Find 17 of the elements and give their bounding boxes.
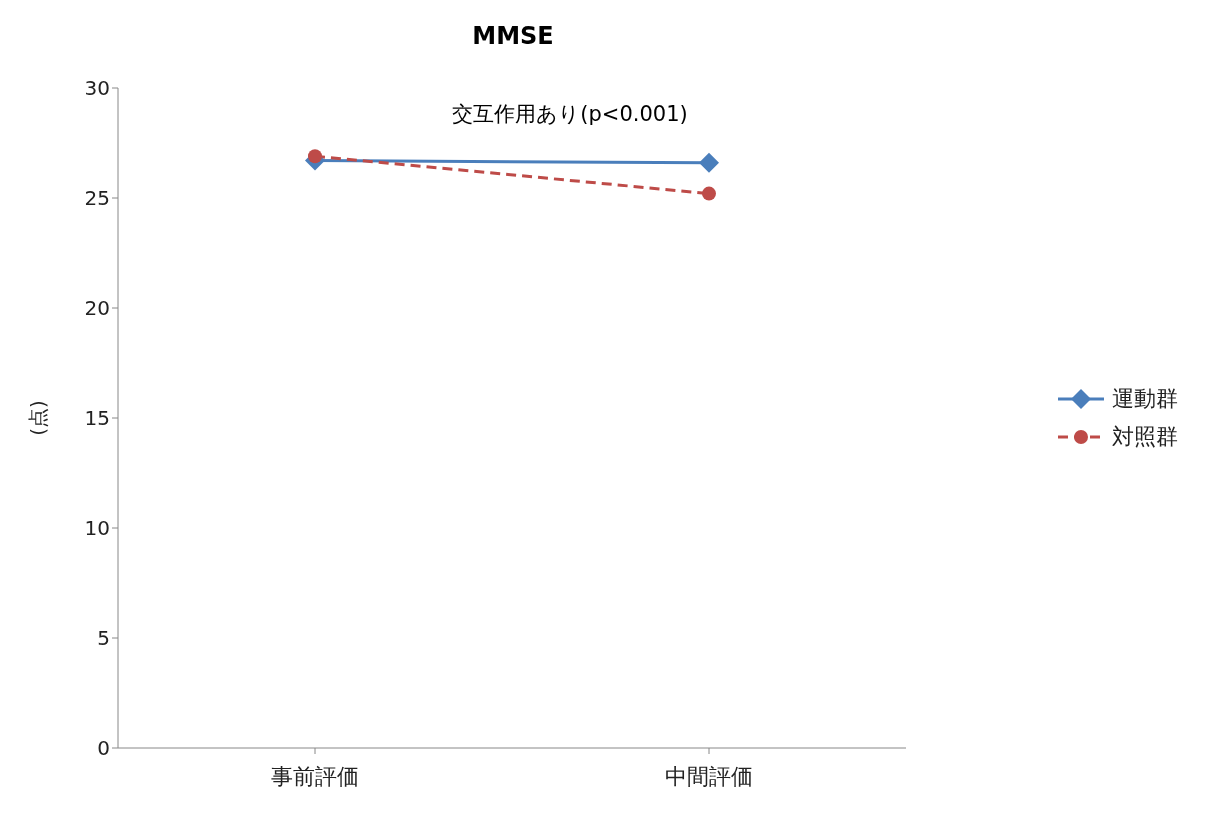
point [308,149,322,164]
y-tick-label: 30 [84,76,110,101]
legend-label: 対照群 [1112,423,1178,451]
point [702,186,716,201]
y-tick-label: 15 [84,406,110,431]
y-tick-label: 10 [84,516,110,541]
legend-label: 運動群 [1112,385,1178,413]
y-axis-title: (点) [26,400,51,436]
point [699,152,719,173]
y-tick-label: 20 [84,296,110,321]
x-tick-label: 事前評価 [271,763,359,789]
y-tick-label: 5 [97,626,110,651]
x-tick-label: 中間評価 [665,763,753,789]
chart-title: MMSE [471,22,555,50]
annotation: 交互作用あり(p<0.001) [451,101,689,128]
y-tick-label: 25 [84,186,110,211]
y-tick-label: 0 [97,736,110,761]
